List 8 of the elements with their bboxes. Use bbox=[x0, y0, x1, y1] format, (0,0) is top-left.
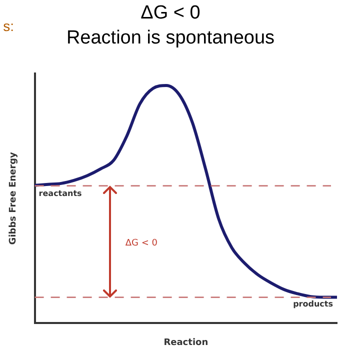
annotation: ΔG < 0 bbox=[125, 238, 158, 249]
ref-line-label: reactants bbox=[38, 188, 82, 198]
x-axis-title: Reaction bbox=[164, 338, 208, 348]
y-axis-title: Gibbs Free Energy bbox=[8, 152, 19, 245]
ref-line-label: products bbox=[293, 299, 334, 308]
chart-title: ΔG < 0 bbox=[140, 2, 200, 24]
text: s: bbox=[3, 18, 14, 34]
chart-subtitle: Reaction is spontaneous bbox=[66, 27, 275, 48]
